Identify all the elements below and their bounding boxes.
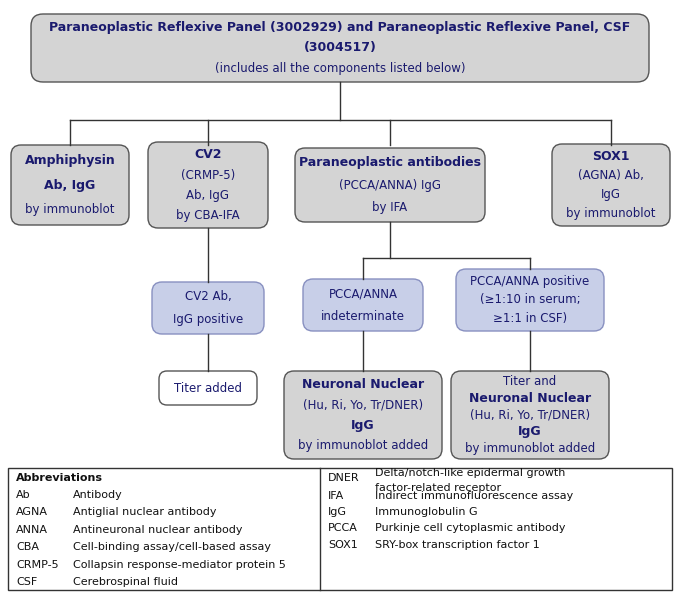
Text: SOX1: SOX1 [328,540,358,550]
Text: Purkinje cell cytoplasmic antibody: Purkinje cell cytoplasmic antibody [375,523,565,533]
Text: Antineuronal nuclear antibody: Antineuronal nuclear antibody [73,525,242,535]
Text: Ab, IgG: Ab, IgG [187,188,229,201]
Text: by immunoblot added: by immunoblot added [298,439,428,452]
FancyBboxPatch shape [159,371,257,405]
Text: AGNA: AGNA [16,507,48,517]
Text: Abbreviations: Abbreviations [16,473,103,483]
Text: IFA: IFA [328,491,345,501]
Text: CV2: CV2 [194,148,222,162]
Text: SOX1: SOX1 [592,150,630,163]
Text: Collapsin response-mediator protein 5: Collapsin response-mediator protein 5 [73,560,286,570]
Text: factor-related receptor: factor-related receptor [375,483,501,492]
Text: Antiglial nuclear antibody: Antiglial nuclear antibody [73,507,217,517]
Text: Immunoglobulin G: Immunoglobulin G [375,507,477,517]
Text: (≥1:10 in serum;: (≥1:10 in serum; [479,293,580,306]
Text: indeterminate: indeterminate [321,310,405,323]
Text: (includes all the components listed below): (includes all the components listed belo… [215,62,465,75]
Text: (Hu, Ri, Yo, Tr/DNER): (Hu, Ri, Yo, Tr/DNER) [470,408,590,421]
Text: PCCA/ANNA positive: PCCA/ANNA positive [471,275,590,288]
FancyBboxPatch shape [456,269,604,331]
Text: (Hu, Ri, Yo, Tr/DNER): (Hu, Ri, Yo, Tr/DNER) [303,398,423,411]
Text: Amphiphysin: Amphiphysin [25,154,115,167]
Text: IgG: IgG [518,425,542,438]
Text: CBA: CBA [16,542,39,552]
FancyBboxPatch shape [451,371,609,459]
Text: CV2 Ab,: CV2 Ab, [185,290,232,303]
FancyBboxPatch shape [295,148,485,222]
FancyBboxPatch shape [284,371,442,459]
Text: IgG: IgG [351,419,375,432]
Text: by CBA-IFA: by CBA-IFA [176,209,240,222]
Text: IgG: IgG [601,188,621,201]
Text: PCCA: PCCA [328,523,358,533]
Text: Ab: Ab [16,490,31,500]
Text: (PCCA/ANNA) IgG: (PCCA/ANNA) IgG [339,178,441,191]
Text: Cerebrospinal fluid: Cerebrospinal fluid [73,577,178,587]
Text: Titer added: Titer added [174,381,242,395]
Text: Ab, IgG: Ab, IgG [44,178,95,191]
Text: IgG positive: IgG positive [173,313,243,326]
Text: ≥1:1 in CSF): ≥1:1 in CSF) [493,312,567,325]
FancyBboxPatch shape [303,279,423,331]
Text: Neuronal Nuclear: Neuronal Nuclear [302,378,424,391]
Bar [8,468,672,590]
Text: SRY-box transcription factor 1: SRY-box transcription factor 1 [375,540,540,550]
Text: by immunoblot added: by immunoblot added [465,442,595,455]
Text: by immunoblot: by immunoblot [25,203,115,216]
Text: Indirect immunofluorescence assay: Indirect immunofluorescence assay [375,491,573,501]
FancyBboxPatch shape [31,14,649,82]
Text: IgG: IgG [328,507,347,517]
FancyBboxPatch shape [152,282,264,334]
Text: Paraneoplastic Reflexive Panel (3002929) and Paraneoplastic Reflexive Panel, CSF: Paraneoplastic Reflexive Panel (3002929)… [50,21,631,34]
Text: (AGNA) Ab,: (AGNA) Ab, [578,169,644,182]
FancyBboxPatch shape [11,145,129,225]
Text: by IFA: by IFA [373,201,407,214]
Text: Titer and: Titer and [503,375,556,388]
FancyBboxPatch shape [148,142,268,228]
Text: CSF: CSF [16,577,37,587]
Text: CRMP-5: CRMP-5 [16,560,59,570]
Text: (3004517): (3004517) [304,42,377,54]
Text: Delta/notch-like epidermal growth: Delta/notch-like epidermal growth [375,468,565,477]
Text: DNER: DNER [328,473,360,483]
Text: ANNA: ANNA [16,525,48,535]
Text: Neuronal Nuclear: Neuronal Nuclear [469,392,591,405]
Text: Paraneoplastic antibodies: Paraneoplastic antibodies [299,156,481,169]
Text: Antibody: Antibody [73,490,123,500]
FancyBboxPatch shape [552,144,670,226]
Text: by immunoblot: by immunoblot [566,207,656,220]
Text: (CRMP-5): (CRMP-5) [181,169,235,182]
Text: PCCA/ANNA: PCCA/ANNA [328,287,398,300]
Text: Cell-binding assay/cell-based assay: Cell-binding assay/cell-based assay [73,542,271,552]
